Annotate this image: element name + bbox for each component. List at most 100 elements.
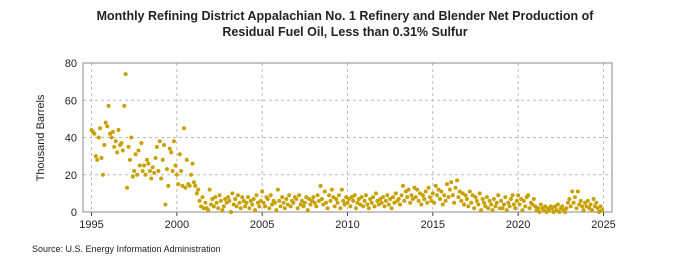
data-point xyxy=(590,208,595,213)
data-point xyxy=(263,204,268,209)
data-point xyxy=(501,202,506,207)
data-point xyxy=(220,208,225,213)
data-point xyxy=(133,152,138,157)
data-point xyxy=(233,196,238,201)
data-point xyxy=(473,195,478,200)
data-point xyxy=(472,206,477,211)
data-point xyxy=(386,202,391,207)
data-point xyxy=(137,163,142,168)
data-point xyxy=(253,208,258,213)
data-point xyxy=(272,200,277,205)
data-point xyxy=(369,200,374,205)
y-tick-label: 80 xyxy=(65,58,77,70)
data-point xyxy=(280,195,285,200)
data-point xyxy=(557,210,562,214)
data-point xyxy=(521,198,526,203)
data-point xyxy=(531,196,536,201)
data-point xyxy=(464,196,469,201)
data-point xyxy=(462,202,467,207)
data-point xyxy=(96,135,101,140)
y-axis-label: Thousand Barrels xyxy=(35,94,47,181)
data-point xyxy=(177,152,182,157)
data-point xyxy=(99,155,104,160)
data-point xyxy=(358,202,363,207)
data-point xyxy=(365,202,370,207)
data-point xyxy=(302,200,307,205)
data-point xyxy=(442,193,447,198)
data-point xyxy=(447,187,452,192)
data-point xyxy=(135,172,140,177)
data-point xyxy=(571,200,576,205)
data-point xyxy=(422,196,427,201)
data-point xyxy=(102,142,107,147)
data-point xyxy=(153,155,158,160)
data-point xyxy=(399,193,404,198)
data-point xyxy=(423,189,428,194)
data-point xyxy=(416,198,421,203)
data-point xyxy=(169,150,174,155)
data-point xyxy=(380,195,385,200)
data-point xyxy=(425,200,430,205)
data-point xyxy=(311,195,316,200)
data-point xyxy=(321,202,326,207)
data-point xyxy=(585,198,590,203)
data-point xyxy=(103,120,108,125)
data-point xyxy=(572,195,577,200)
data-point xyxy=(533,204,538,209)
data-point xyxy=(180,183,185,188)
data-point xyxy=(187,183,192,188)
data-point xyxy=(247,206,252,211)
data-point xyxy=(152,170,157,175)
data-point xyxy=(504,208,509,213)
data-point xyxy=(179,169,184,174)
data-point xyxy=(453,185,458,190)
data-point xyxy=(500,206,505,211)
data-point xyxy=(297,193,302,198)
data-point xyxy=(530,202,535,207)
data-point xyxy=(452,200,457,205)
data-point xyxy=(305,208,310,213)
data-point xyxy=(541,208,546,213)
data-point xyxy=(189,172,194,177)
data-point xyxy=(335,200,340,205)
data-point xyxy=(251,196,256,201)
data-point xyxy=(123,72,128,77)
data-point xyxy=(511,202,516,207)
data-point xyxy=(112,144,117,149)
data-point xyxy=(435,193,440,198)
data-point xyxy=(287,193,292,198)
data-point xyxy=(267,206,272,211)
data-point xyxy=(312,200,317,205)
data-point xyxy=(560,204,565,209)
data-point xyxy=(184,157,189,162)
data-point xyxy=(173,163,178,168)
data-point xyxy=(487,198,492,203)
plot-frame xyxy=(82,62,613,213)
data-point xyxy=(550,206,555,211)
data-point xyxy=(359,195,364,200)
data-point xyxy=(476,202,481,207)
data-point xyxy=(440,202,445,207)
data-point xyxy=(240,195,245,200)
data-point xyxy=(349,195,354,200)
data-point xyxy=(398,202,403,207)
data-point xyxy=(332,204,337,209)
data-point xyxy=(420,193,425,198)
data-point xyxy=(400,183,405,188)
data-point xyxy=(594,200,599,205)
data-point xyxy=(526,193,531,198)
data-point xyxy=(211,204,216,209)
data-point xyxy=(193,183,198,188)
data-point xyxy=(482,200,487,205)
data-point xyxy=(410,196,415,201)
data-point xyxy=(221,204,226,209)
data-point xyxy=(385,193,390,198)
data-point xyxy=(120,148,125,153)
data-point xyxy=(308,202,313,207)
data-point xyxy=(336,193,341,198)
data-point xyxy=(449,180,454,185)
data-point xyxy=(446,195,451,200)
data-point xyxy=(255,200,260,205)
data-point xyxy=(140,169,145,174)
data-point xyxy=(494,200,499,205)
